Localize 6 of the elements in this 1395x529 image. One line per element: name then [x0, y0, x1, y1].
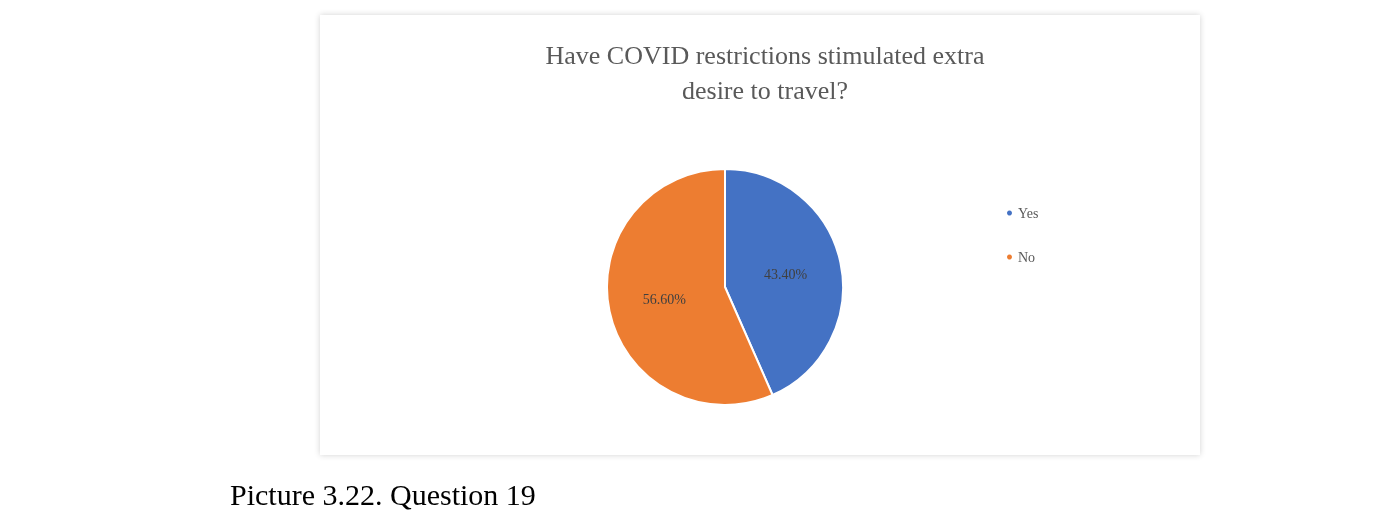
data-label: 43.40% — [764, 266, 808, 282]
text: Picture 3.22. Question 19 — [230, 478, 536, 512]
legend-label: Yes — [1018, 205, 1039, 221]
legend-label: No — [1018, 249, 1036, 265]
data-label: 56.60% — [642, 292, 687, 308]
chart-title: Have COVID restrictions stimulated extra desire to travel? — [545, 41, 985, 105]
